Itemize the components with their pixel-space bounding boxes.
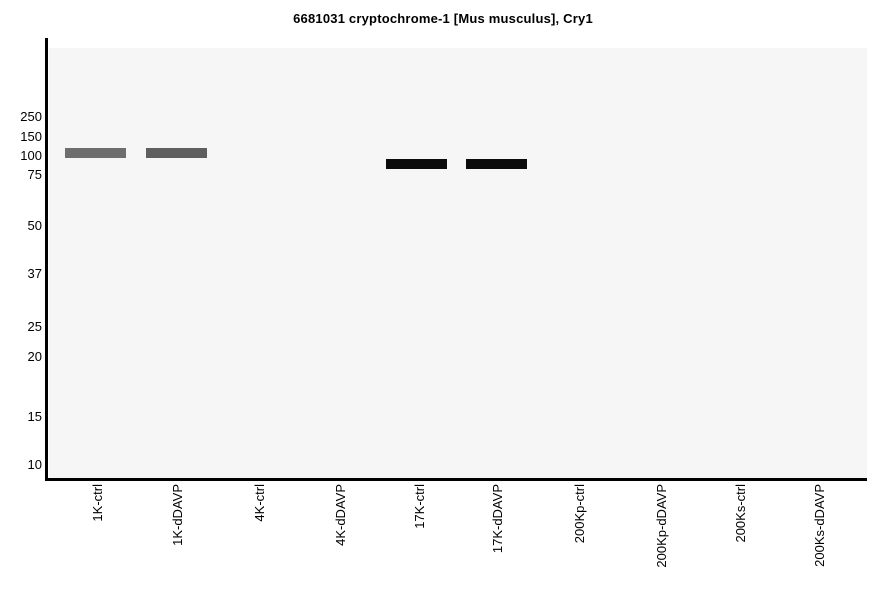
- x-axis-line: [45, 478, 867, 481]
- x-axis-lane-label: 17K-ctrl: [412, 484, 427, 529]
- y-tick-label: 10: [27, 457, 42, 472]
- protein-band: [466, 159, 527, 169]
- x-axis-lane-label: 200Ks-ctrl: [733, 484, 748, 543]
- y-tick-label: 250: [20, 109, 42, 124]
- y-tick-label: 150: [20, 129, 42, 144]
- x-axis-lane-label: 4K-ctrl: [252, 484, 267, 522]
- x-axis-lane-label: 200Kp-dDAVP: [654, 484, 669, 568]
- x-axis-lane-label: 4K-dDAVP: [333, 484, 348, 546]
- y-tick-label: 25: [27, 319, 42, 334]
- x-axis-lane-label: 1K-dDAVP: [170, 484, 185, 546]
- y-axis-line: [45, 38, 48, 481]
- protein-band: [146, 148, 207, 158]
- x-axis-lane-label: 17K-dDAVP: [490, 484, 505, 554]
- x-axis-lane-label: 200Ks-dDAVP: [812, 484, 827, 567]
- x-axis-lane-label: 1K-ctrl: [90, 484, 105, 522]
- chart-title: 6681031 cryptochrome-1 [Mus musculus], C…: [293, 11, 593, 26]
- y-tick-label: 20: [27, 349, 42, 364]
- protein-band: [386, 159, 447, 169]
- plot-area: [49, 48, 867, 479]
- y-tick-label: 100: [20, 148, 42, 163]
- x-axis-lane-label: 200Kp-ctrl: [572, 484, 587, 544]
- y-tick-label: 37: [27, 266, 42, 281]
- y-tick-label: 50: [27, 218, 42, 233]
- y-tick-label: 15: [27, 409, 42, 424]
- protein-band: [65, 148, 126, 158]
- y-tick-label: 75: [27, 167, 42, 182]
